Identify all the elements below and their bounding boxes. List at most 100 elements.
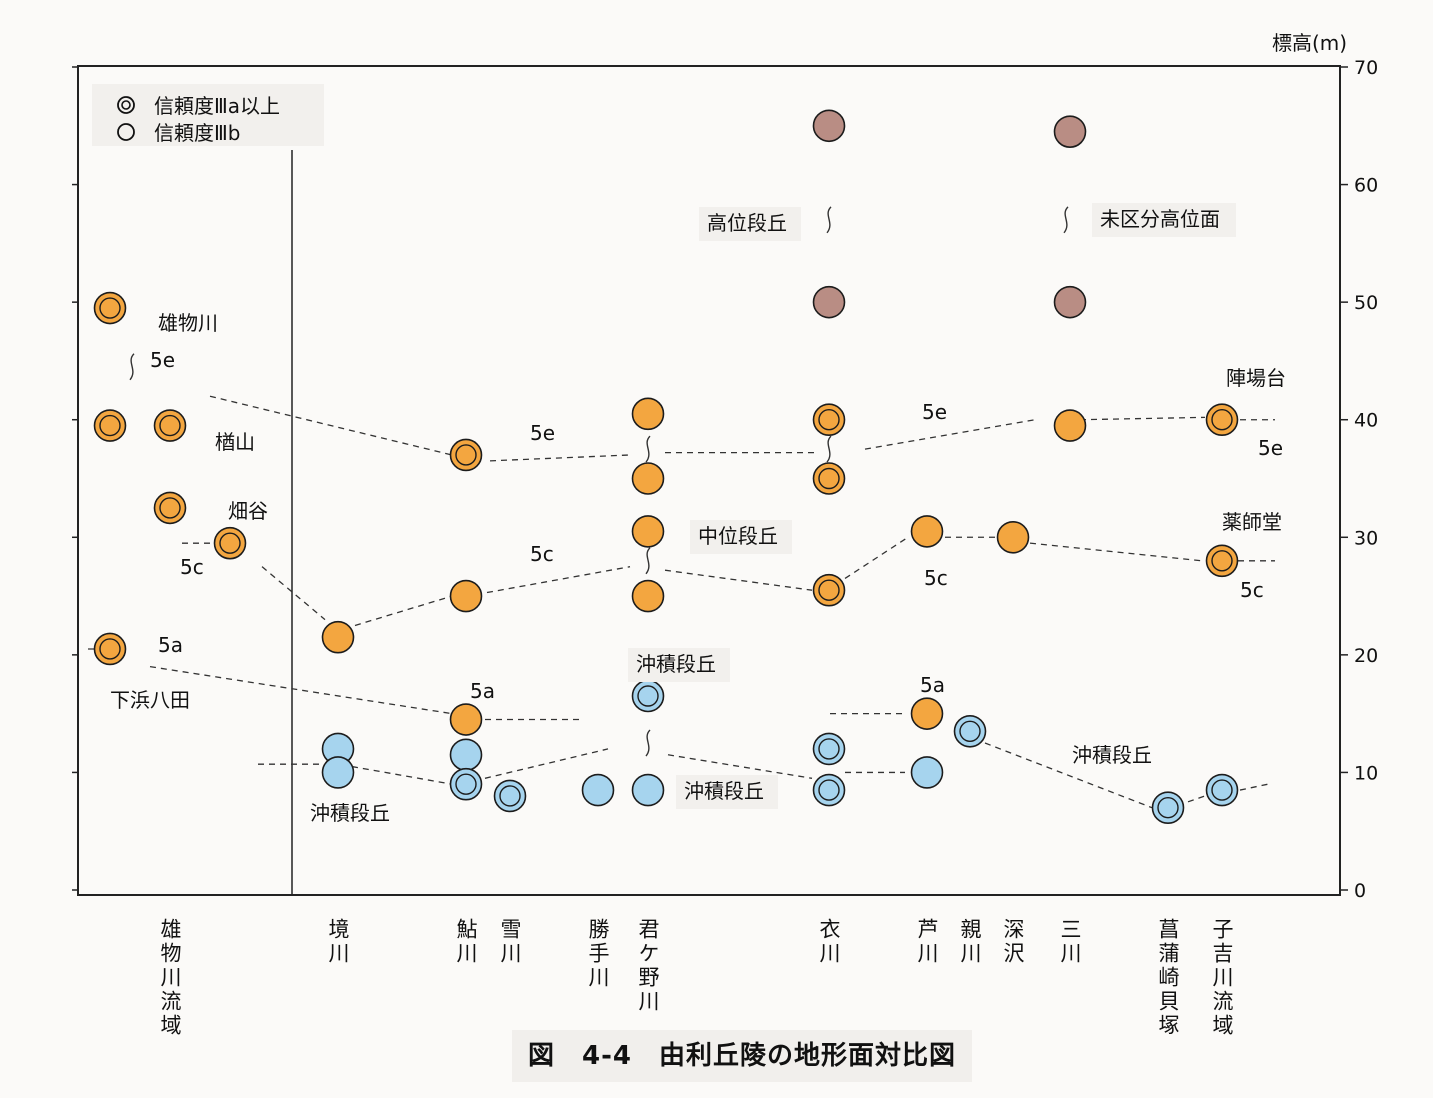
- data-point-inner-ring: [159, 497, 181, 519]
- annotation-label: 楢山: [215, 430, 255, 454]
- annotation-label: 5a: [920, 673, 945, 697]
- correlation-dash: [1079, 416, 1206, 421]
- category-label: 親川: [958, 918, 982, 966]
- data-point-inner-ring: [818, 467, 840, 490]
- annotation-label: 高位段丘: [707, 211, 787, 235]
- data-point: [812, 109, 846, 143]
- legend-box: [92, 84, 324, 146]
- wavy-connector: [1063, 206, 1069, 234]
- data-point: [1151, 791, 1185, 825]
- wavy-connector: [129, 353, 135, 381]
- data-point: [1205, 773, 1239, 807]
- data-point: [153, 491, 187, 525]
- data-point: [631, 773, 665, 807]
- data-point: [910, 515, 944, 548]
- data-point-inner-ring: [99, 414, 121, 437]
- data-point: [93, 632, 127, 666]
- correlation-dash: [484, 748, 609, 779]
- data-point-inner-ring: [818, 738, 840, 760]
- category-label: 雪川: [498, 918, 522, 966]
- plot-frame: 0 10 20 30 40 50 60 70: [72, 57, 1378, 902]
- data-point-inner-ring: [637, 685, 659, 707]
- wavy-connector: [645, 435, 651, 463]
- data-point-inner-ring: [818, 409, 840, 431]
- data-point-inner-ring: [159, 414, 181, 437]
- data-point: [812, 773, 846, 807]
- category-label: 衣川: [817, 918, 841, 966]
- category-label-mi: 三川: [1058, 918, 1082, 966]
- data-point: [581, 773, 615, 807]
- data-point: [93, 409, 127, 442]
- data-point: [1053, 115, 1087, 148]
- annotation-label: 5c: [530, 542, 554, 566]
- annotation-label: 5c: [180, 555, 204, 579]
- category-label-oya: 親川: [958, 918, 982, 966]
- data-point: [996, 520, 1030, 554]
- data-point: [493, 779, 527, 813]
- data-point-inner-ring: [219, 532, 241, 554]
- data-point: [449, 703, 483, 736]
- annotation-label: 5e: [150, 348, 175, 372]
- correlation-dash: [486, 566, 631, 594]
- annotation-label: 薬師堂: [1222, 510, 1282, 534]
- data-point: [953, 714, 987, 748]
- y-tick-label: 40: [1354, 410, 1378, 432]
- plot-border: [77, 65, 1341, 896]
- correlation-dash: [664, 569, 813, 591]
- category-label: 芦川: [915, 918, 939, 966]
- data-point-inner-ring: [1157, 797, 1179, 819]
- data-point: [449, 438, 483, 472]
- annotation-box: [628, 648, 730, 682]
- data-point-inner-ring: [1211, 550, 1233, 572]
- correlation-dash: [667, 754, 813, 779]
- data-point: [1053, 285, 1087, 319]
- category-label: 君ケ野川: [636, 918, 660, 1014]
- data-points: [93, 109, 1239, 825]
- wavy-connector: [826, 206, 832, 234]
- annotation-box: [690, 520, 792, 554]
- category-label-yumono: 雄物川流域: [158, 918, 182, 1038]
- annotation-label: 未区分高位面: [1100, 207, 1220, 231]
- annotation-label: 中位段丘: [698, 524, 778, 548]
- data-point: [321, 620, 355, 654]
- data-point: [910, 756, 944, 789]
- annotation-label: 沖積段丘: [310, 801, 390, 825]
- category-label: 境川: [326, 918, 350, 966]
- annotation-label: 5c: [1240, 578, 1264, 602]
- data-point: [631, 679, 665, 713]
- correlation-dash: [1187, 795, 1206, 803]
- data-point: [93, 291, 127, 325]
- correlation-dash: [844, 536, 909, 579]
- correlation-dash: [1239, 783, 1269, 791]
- data-point-inner-ring: [1211, 779, 1233, 801]
- wavy-connector: [826, 435, 832, 463]
- data-point: [321, 756, 355, 789]
- category-label-yuki: 雪川: [498, 918, 522, 966]
- data-point: [153, 409, 187, 442]
- category-labels: 雄物川流域 境川 鮎川 雪川 勝手川 君ケ野川 衣川 芦川 親川 深沢 三川 菖蒲崎貝塚 子吉川流域: [158, 918, 1234, 1038]
- annotation-label: 沖積段丘: [1072, 743, 1152, 767]
- wavy-connector: [645, 729, 651, 757]
- data-point-inner-ring: [959, 720, 981, 742]
- data-point-inner-ring: [455, 773, 477, 795]
- category-label: 鮎川: [454, 918, 478, 966]
- category-label: 子吉川流域: [1210, 918, 1234, 1038]
- data-point: [631, 462, 665, 495]
- legend-label: 信頼度Ⅲa以上: [154, 94, 280, 118]
- annotation-label: 雄物川: [158, 311, 218, 335]
- category-label: 三川: [1058, 918, 1082, 966]
- correlation-dash: [1029, 542, 1203, 562]
- y-tick-label: 30: [1354, 527, 1378, 549]
- correlation-dash: [354, 595, 453, 627]
- data-point: [812, 573, 846, 607]
- category-label-sakai: 境川: [326, 918, 350, 966]
- y-tick-label: 70: [1354, 57, 1378, 79]
- data-point: [631, 579, 665, 613]
- annotation-label: 沖積段丘: [636, 652, 716, 676]
- y-tick-label: 60: [1354, 175, 1378, 197]
- data-point: [449, 767, 483, 801]
- y-tick-label: 20: [1354, 645, 1378, 667]
- y-tick-label: 10: [1354, 762, 1378, 784]
